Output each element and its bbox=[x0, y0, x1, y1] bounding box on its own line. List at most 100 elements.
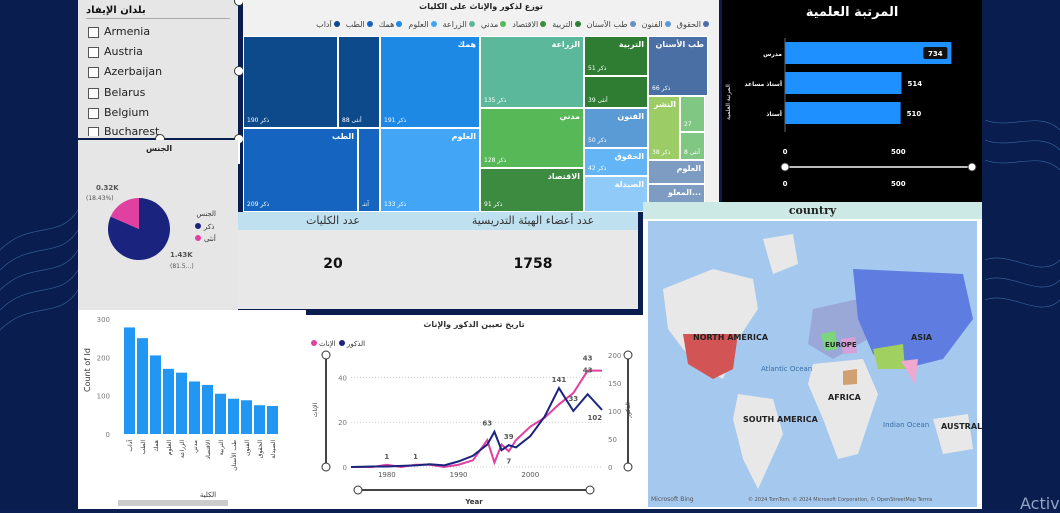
college-bar[interactable] bbox=[254, 405, 265, 434]
college-bar[interactable] bbox=[215, 393, 226, 434]
rank-tick: 500 bbox=[891, 148, 906, 156]
pie-slice-female[interactable] bbox=[110, 198, 139, 229]
college-bar[interactable] bbox=[228, 398, 239, 434]
college-bar[interactable] bbox=[163, 368, 174, 434]
college-bar[interactable] bbox=[241, 400, 252, 434]
treemap-tile[interactable]: طب الأسنان ذكر 66 bbox=[648, 36, 708, 96]
legend-item[interactable]: الحقوق bbox=[677, 20, 709, 29]
treemap-tile[interactable]: الاقتصاد ذكر 91 bbox=[480, 168, 584, 212]
world-map[interactable]: NORTH AMERICA EUROPE ASIA AFRICA SOUTH A… bbox=[643, 219, 982, 509]
checkbox[interactable] bbox=[88, 88, 99, 99]
y-tick-right: 100 bbox=[608, 408, 621, 416]
college-bar[interactable] bbox=[176, 372, 187, 434]
treemap-tile[interactable]: أنثى 88 bbox=[338, 36, 380, 128]
checkbox[interactable] bbox=[88, 47, 99, 58]
slicer-item-belarus[interactable]: Belarus bbox=[88, 85, 233, 103]
slicer-item-label: Austria bbox=[104, 45, 143, 58]
treemap-tile[interactable]: العلوم bbox=[648, 160, 705, 184]
legend-item[interactable]: الزراعة bbox=[443, 20, 475, 29]
legend-item[interactable]: همك bbox=[379, 20, 403, 29]
checkbox[interactable] bbox=[88, 108, 99, 119]
treemap-tile[interactable]: الفنون ذكر 50 bbox=[584, 108, 648, 148]
treemap-tile[interactable]: الصيدلة bbox=[584, 176, 648, 212]
legend-item[interactable]: التربية bbox=[552, 20, 581, 29]
slider-handle[interactable] bbox=[623, 350, 633, 360]
checkbox[interactable] bbox=[88, 127, 99, 136]
checkbox[interactable] bbox=[88, 67, 99, 78]
tile-label: الصيدلة bbox=[614, 180, 644, 189]
country-slicer[interactable]: بلدان الإيفاد Armenia Austria Azerbaijan… bbox=[78, 0, 238, 138]
legend-dot bbox=[195, 235, 201, 241]
legend-item[interactable]: الاقتصاد bbox=[512, 20, 547, 29]
map-label-south-america: SOUTH AMERICA bbox=[743, 415, 819, 424]
tile-value: ذكر 135 bbox=[484, 97, 507, 104]
slider-handle[interactable] bbox=[353, 485, 363, 495]
college-bar[interactable] bbox=[150, 355, 161, 434]
treemap-tile[interactable]: همك ذكر 191 bbox=[380, 36, 480, 128]
legend-item[interactable]: مدني bbox=[481, 20, 507, 29]
legend-dot bbox=[629, 21, 636, 27]
treemap-tile[interactable]: العلوم ذكر 133 bbox=[380, 128, 480, 212]
slicer-item-bucharest[interactable]: Bucharest bbox=[88, 124, 233, 136]
treemap-tile[interactable]: الحقوق ذكر 42 bbox=[584, 148, 648, 176]
hiring-line-chart: تاريخ تعيين الذكور والإناث الإناث الذكور 0 2… bbox=[311, 320, 633, 506]
x-tick: 2000 bbox=[521, 471, 539, 479]
rank-slider-handle[interactable] bbox=[780, 162, 790, 172]
y-tick-right: 200 bbox=[608, 352, 621, 360]
line-legend-item[interactable]: الإناث bbox=[319, 340, 336, 348]
treemap-tile[interactable]: أنثى 39 bbox=[584, 76, 648, 108]
treemap-tile[interactable]: آنثـ bbox=[358, 128, 380, 212]
treemap-tile[interactable]: أنثى 8 bbox=[680, 132, 705, 160]
gender-pie-panel: الجنس 0.32K (18.43%) 1.43K (81.5...) الجنس ذك… bbox=[78, 140, 238, 310]
treemap-tile[interactable]: 27 bbox=[680, 96, 705, 132]
rank-bar[interactable] bbox=[785, 42, 952, 64]
treemap-tile[interactable]: الطب ذكر 209 bbox=[243, 128, 358, 212]
slicer-item-austria[interactable]: Austria bbox=[88, 44, 233, 62]
slider-handle[interactable] bbox=[623, 462, 633, 472]
college-bar[interactable] bbox=[267, 406, 278, 434]
tile-label: النشر bbox=[653, 100, 676, 109]
college-bar[interactable] bbox=[202, 384, 213, 434]
legend-dot bbox=[500, 21, 507, 27]
legend-item[interactable]: الفنون bbox=[642, 20, 671, 29]
college-bar[interactable] bbox=[124, 327, 135, 434]
slider-handle[interactable] bbox=[321, 462, 331, 472]
slicer-item-azerbaijan[interactable]: Azerbaijan bbox=[88, 64, 233, 82]
slicer-item-belgium[interactable]: Belgium bbox=[88, 105, 233, 123]
y-axis-left-label: الإناث bbox=[312, 403, 319, 418]
treemap-tile[interactable]: التربية ذكر 51 bbox=[584, 36, 648, 76]
pie-legend-item[interactable]: ذكر bbox=[203, 223, 214, 231]
horizontal-scrollbar[interactable] bbox=[118, 500, 228, 506]
legend-item[interactable]: آداب bbox=[316, 20, 340, 29]
country-map-panel[interactable]: country NORTH AMERICA EUROPE ASIA AFRICA… bbox=[643, 202, 982, 509]
treemap-area[interactable]: ذكر 190 أنثى 88 همك ذكر 191 الزراعة ذكر 135 ال… bbox=[243, 36, 713, 212]
checkbox[interactable] bbox=[88, 27, 99, 38]
line-legend-item[interactable]: الذكور bbox=[346, 340, 365, 348]
treemap-tile[interactable]: الزراعة ذكر 135 bbox=[480, 36, 584, 108]
slider-handle[interactable] bbox=[585, 485, 595, 495]
rank-bar[interactable] bbox=[785, 72, 902, 94]
legend-item[interactable]: الطب bbox=[346, 20, 373, 29]
x-tick: 1980 bbox=[378, 471, 396, 479]
x-axis-label: الكلية bbox=[200, 491, 216, 499]
x-tick: آداب bbox=[125, 440, 134, 452]
tile-value: ذكر 42 bbox=[588, 165, 607, 172]
pie-legend-item[interactable]: أنثى bbox=[204, 234, 216, 243]
treemap-tile[interactable]: ذكر 190 bbox=[243, 36, 338, 128]
tile-value: ذكر 38 bbox=[652, 149, 671, 156]
treemap-tile[interactable]: مدني ذكر 128 bbox=[480, 108, 584, 168]
slicer-item-armenia[interactable]: Armenia bbox=[88, 24, 233, 42]
y-tick-right: 150 bbox=[608, 380, 621, 388]
treemap-tile[interactable]: النشر ذكر 38 bbox=[648, 96, 680, 160]
x-tick: الحقوق bbox=[257, 440, 264, 458]
rank-bar[interactable] bbox=[785, 102, 901, 124]
legend-item[interactable]: العلوم bbox=[408, 20, 437, 29]
legend-item[interactable]: طب الأسنان bbox=[587, 20, 636, 29]
tile-value: آنثـ bbox=[362, 201, 369, 208]
rank-value: 514 bbox=[908, 80, 923, 88]
rank-slider-handle[interactable] bbox=[967, 162, 977, 172]
slider-handle[interactable] bbox=[321, 350, 331, 360]
male-series-line[interactable] bbox=[350, 386, 603, 468]
college-bar[interactable] bbox=[189, 381, 200, 434]
college-bar[interactable] bbox=[137, 338, 148, 434]
